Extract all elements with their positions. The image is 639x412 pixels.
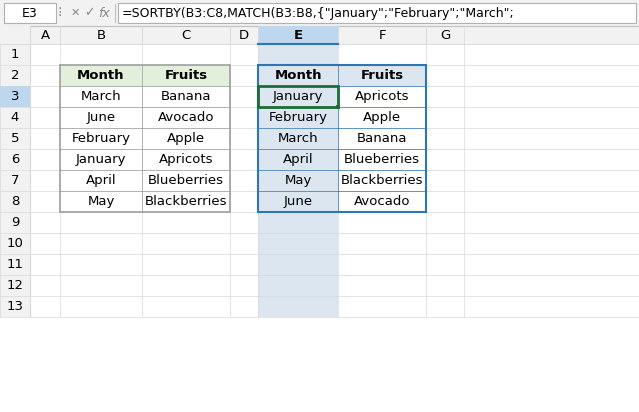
Text: June: June [86,111,116,124]
Text: January: January [273,90,323,103]
Text: Blackberries: Blackberries [341,174,423,187]
Bar [118,3,636,23]
Bar [0,26,30,44]
Bar [336,105,340,109]
Text: 7: 7 [11,174,19,187]
Text: Banana: Banana [357,132,407,145]
Bar [0,86,30,107]
Text: A: A [40,28,50,42]
Text: Apple: Apple [363,111,401,124]
Text: Banana: Banana [161,90,212,103]
Text: 4: 4 [11,111,19,124]
Text: June: June [284,195,312,208]
Text: Fruits: Fruits [360,69,404,82]
Text: 10: 10 [6,237,24,250]
Bar [0,0,639,26]
Text: Fruits: Fruits [164,69,208,82]
Text: fx: fx [98,7,110,19]
Text: 5: 5 [11,132,19,145]
Text: 8: 8 [11,195,19,208]
Bar [258,44,338,317]
Text: 9: 9 [11,216,19,229]
Text: March: March [278,132,318,145]
Bar [60,65,230,212]
Bar [0,26,639,44]
Text: 12: 12 [6,279,24,292]
Text: Apricots: Apricots [355,90,409,103]
Text: ✓: ✓ [84,7,94,19]
Text: G: G [440,28,450,42]
Text: B: B [96,28,105,42]
Bar [258,26,338,44]
Text: April: April [86,174,116,187]
Text: February: February [268,111,328,124]
Text: E3: E3 [22,7,38,19]
Text: April: April [282,153,313,166]
Text: Month: Month [77,69,125,82]
Text: May: May [88,195,114,208]
Text: 3: 3 [11,90,19,103]
Text: May: May [284,174,312,187]
Bar [258,65,426,212]
Text: 1: 1 [11,48,19,61]
Bar [4,3,56,23]
Text: Avocado: Avocado [354,195,410,208]
Bar [258,86,338,107]
Text: 13: 13 [6,300,24,313]
Bar [60,65,230,86]
Text: E: E [293,28,302,42]
Text: ⁝: ⁝ [58,6,62,20]
Text: Avocado: Avocado [158,111,214,124]
Bar [258,65,426,86]
Text: 6: 6 [11,153,19,166]
Text: January: January [76,153,127,166]
Text: February: February [72,132,130,145]
Text: Blueberries: Blueberries [148,174,224,187]
Text: Apricots: Apricots [158,153,213,166]
Text: Month: Month [274,69,322,82]
Text: Apple: Apple [167,132,205,145]
Bar [30,44,639,317]
Text: 2: 2 [11,69,19,82]
Text: Blackberries: Blackberries [145,195,227,208]
Text: March: March [81,90,121,103]
Text: 11: 11 [6,258,24,271]
Text: F: F [378,28,386,42]
Text: ✕: ✕ [70,8,80,18]
Text: D: D [239,28,249,42]
Text: Blueberries: Blueberries [344,153,420,166]
Text: =SORTBY(B3:C8,MATCH(B3:B8,{"January";"February";"March";: =SORTBY(B3:C8,MATCH(B3:B8,{"January";"Fe… [122,7,515,19]
Bar [0,44,30,317]
Text: C: C [181,28,190,42]
